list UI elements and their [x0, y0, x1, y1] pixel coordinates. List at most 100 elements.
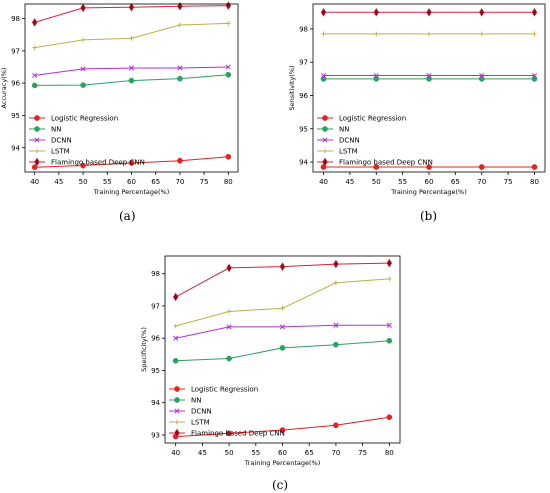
data-point [479, 31, 485, 37]
data-point [333, 280, 339, 286]
x-tick-label: 75 [358, 449, 367, 457]
legend-marker [174, 408, 180, 414]
x-tick-label: 60 [278, 449, 287, 457]
data-point [386, 322, 392, 328]
legend-marker [174, 419, 180, 425]
data-point [226, 430, 232, 437]
data-point [531, 164, 538, 170]
y-tick-label: 96 [299, 92, 308, 100]
legend-label: LSTM [51, 148, 70, 156]
legend-marker [174, 386, 180, 392]
data-point [320, 76, 327, 82]
data-point [32, 45, 38, 51]
x-tick-label: 50 [79, 178, 88, 186]
x-tick-label: 45 [54, 178, 63, 186]
x-axis-label: Training Percentage(%) [93, 188, 170, 196]
data-point [177, 75, 183, 82]
x-tick-label: 50 [372, 178, 381, 186]
data-point [128, 2, 135, 12]
data-point [173, 323, 179, 329]
data-point [478, 76, 485, 82]
data-point [333, 259, 339, 269]
legend-label: DCNN [51, 137, 72, 145]
data-point [31, 18, 38, 27]
x-axis-label: Training Percentage(%) [244, 459, 321, 467]
data-point [31, 164, 38, 171]
legend-marker [174, 428, 180, 438]
data-point [128, 65, 135, 71]
data-point [333, 341, 339, 348]
data-point [479, 72, 485, 79]
legend-marker [322, 148, 328, 154]
data-point [172, 357, 179, 364]
data-point [386, 414, 393, 421]
data-point [80, 162, 86, 169]
x-tick-label: 40 [30, 178, 39, 186]
y-tick-label: 97 [11, 47, 20, 55]
caption-c: (c) [272, 478, 289, 492]
y-tick-label: 95 [299, 125, 308, 133]
data-point [373, 72, 379, 79]
data-point [321, 31, 326, 37]
data-point [478, 7, 485, 17]
chart-panel-0: 40 45 50 55 60 65 70 75 80 94 95 96 97 98 Training Per… [0, 1, 239, 196]
data-point [80, 3, 86, 13]
y-tick-label: 94 [299, 159, 308, 167]
chart-panel-2: 40 45 50 55 60 65 70 75 80 93 94 95 96 97 98 Training P… [140, 255, 401, 467]
data-point [226, 355, 232, 362]
legend-label: DCNN [339, 137, 360, 145]
data-point [129, 35, 134, 41]
series-line-3 [175, 278, 390, 327]
series-line-3 [34, 22, 229, 49]
data-point [426, 164, 432, 170]
data-point [226, 324, 232, 330]
data-point [173, 335, 179, 341]
chart-panel-1: 40 45 50 55 60 65 70 75 80 94 95 96 97 98 Training Per… [288, 3, 546, 196]
y-tick-label: 98 [11, 15, 20, 23]
x-tick-label: 80 [224, 178, 233, 186]
y-tick-label: 98 [151, 270, 160, 278]
data-point [225, 64, 231, 70]
data-point [386, 276, 392, 282]
legend-label: Flamingo based Deep CNN [51, 159, 145, 167]
data-point [225, 1, 232, 10]
data-point [279, 262, 286, 272]
y-tick-label: 94 [11, 144, 20, 152]
legend-marker [34, 126, 40, 132]
legend-label: NN [191, 397, 201, 405]
data-point [478, 164, 485, 170]
data-point [226, 263, 232, 273]
legend-marker [322, 157, 328, 167]
data-point [32, 72, 38, 78]
x-axis-label: Training Percentage(%) [390, 188, 467, 196]
x-tick-label: 65 [451, 178, 460, 186]
data-point [373, 76, 380, 82]
data-point [373, 164, 380, 170]
data-point [320, 7, 327, 17]
legend-label: NN [51, 126, 61, 134]
x-tick-label: 75 [504, 178, 513, 186]
y-tick-label: 95 [151, 367, 160, 375]
y-tick-label: 96 [151, 335, 160, 343]
y-tick-label: 93 [151, 431, 160, 439]
x-tick-label: 70 [331, 449, 340, 457]
data-point [279, 427, 286, 433]
data-point [80, 82, 86, 88]
x-tick-label: 45 [198, 449, 207, 457]
data-point [80, 66, 86, 72]
data-point [386, 258, 393, 268]
x-tick-label: 75 [200, 178, 209, 186]
x-tick-label: 60 [425, 178, 434, 186]
data-point [225, 20, 231, 26]
legend-marker [34, 115, 40, 121]
data-point [226, 309, 232, 314]
y-axis-label: Specificity(%) [140, 327, 148, 372]
y-tick-label: 97 [299, 59, 308, 67]
x-tick-label: 40 [319, 178, 328, 186]
legend-marker [322, 115, 328, 121]
legend-label: Logistic Regression [51, 115, 118, 123]
data-point [225, 153, 232, 160]
y-axis-label: Sensitivity(%) [288, 65, 296, 110]
x-tick-label: 55 [398, 178, 407, 186]
